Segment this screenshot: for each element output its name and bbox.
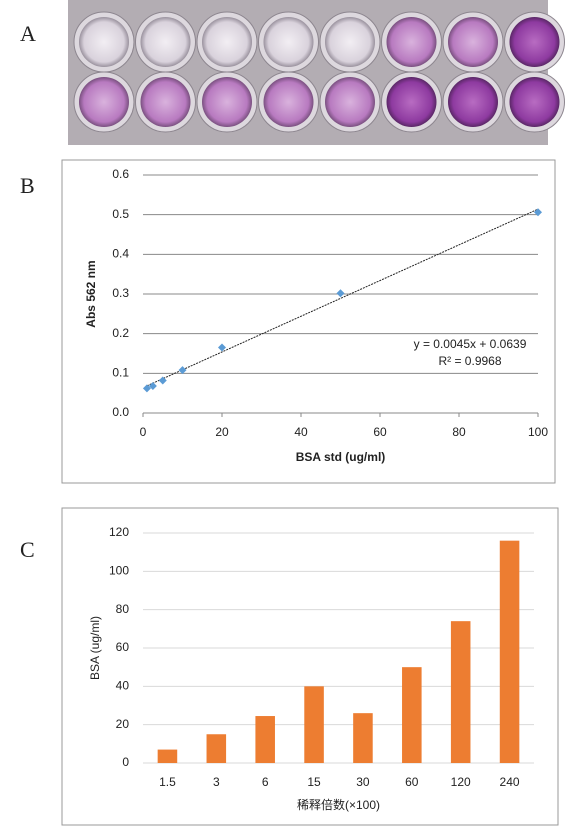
y-tick-label: 0.4 [112,247,129,261]
data-point [158,376,167,385]
well-liquid [263,77,314,127]
bar [499,540,520,763]
well-liquid [386,17,437,67]
trendline [146,208,539,387]
data-point [178,366,187,375]
well-liquid [448,77,498,127]
x-tick-label: 15 [307,775,321,789]
x-tick-label: 120 [451,775,471,789]
x-tick-label: 100 [528,425,548,439]
annotation: y = 0.0045x + 0.0639 [414,337,527,351]
panel-label: B [20,173,35,198]
y-tick-label: 0.5 [112,207,129,221]
y-tick-label: 20 [116,717,130,731]
bar [206,734,227,763]
panel-label: A [20,21,36,46]
y-tick-label: 60 [116,640,130,654]
data-point [336,289,345,298]
x-tick-label: 60 [373,425,387,439]
panel-label: C [20,537,35,562]
bar [157,749,178,763]
bar [353,713,373,763]
well-liquid [79,77,129,127]
well-liquid [509,17,560,67]
well-liquid [509,77,560,127]
y-tick-label: 100 [109,564,129,578]
data-point [148,382,157,391]
x-tick-label: 80 [452,425,466,439]
well-liquid [263,17,314,67]
annotation: R² = 0.9968 [438,354,501,368]
bar [450,621,471,763]
x-tick-label: 1.5 [159,775,176,789]
well-liquid [140,77,191,127]
x-tick-label: 0 [140,425,147,439]
y-tick-label: 0.3 [112,286,129,300]
x-tick-label: 20 [215,425,229,439]
y-tick-label: 40 [116,679,130,693]
x-tick-label: 60 [405,775,419,789]
y-tick-label: 120 [109,525,129,539]
well-liquid [79,17,129,67]
chart-frame [61,507,559,826]
bar [255,716,275,763]
data-point [142,384,151,393]
x-tick-label: 240 [500,775,520,789]
data-point [218,343,226,352]
x-axis-label: 稀释倍数(×100) [297,797,380,812]
x-axis-label: BSA std (ug/ml) [296,450,386,464]
x-tick-label: 30 [356,775,370,789]
well-liquid [448,17,498,67]
y-axis-label: Abs 562 nm [84,260,98,327]
well-liquid [202,77,252,127]
x-tick-label: 40 [294,425,308,439]
x-tick-label: 6 [262,775,269,789]
chart-frame [61,159,556,484]
well-liquid [325,77,375,127]
well-plate-photo [68,0,565,145]
y-tick-label: 0.1 [112,366,129,380]
data-point [534,208,542,217]
well-liquid [325,17,375,67]
bar [304,686,324,763]
x-tick-label: 3 [213,775,220,789]
well-liquid [386,77,437,127]
y-tick-label: 80 [116,602,130,616]
y-tick-label: 0.2 [112,326,129,340]
bar [402,667,422,763]
y-tick-label: 0.6 [112,167,129,181]
well-liquid [140,17,191,67]
well-liquid [202,17,252,67]
y-tick-label: 0 [122,755,129,769]
y-tick-label: 0.0 [112,405,129,419]
y-axis-label: BSA (ug/ml) [88,616,102,680]
